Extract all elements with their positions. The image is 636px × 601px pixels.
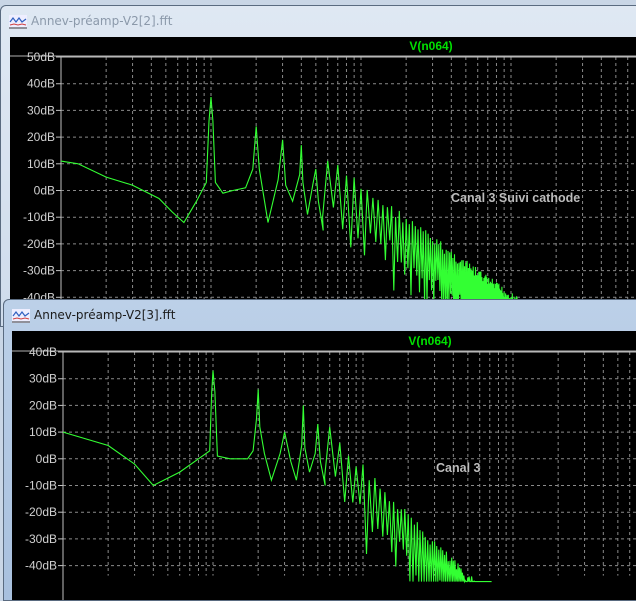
- fft-window-top[interactable]: Annev-préamp-V2[2].fft V(n064) 50dB 40dB 30…: [0, 5, 636, 327]
- trace-name-label[interactable]: V(n064): [409, 39, 452, 53]
- y-tick-label: -20dB: [25, 505, 57, 519]
- plot-annotation: Canal 3: [436, 461, 481, 475]
- fft-plot[interactable]: V(n064) 50dB 40dB 30dB 20dB 10dB 0dB -10dB -20dB…: [10, 37, 636, 327]
- y-tick-label: -30dB: [23, 264, 55, 278]
- y-tick-label: 0dB: [34, 184, 55, 198]
- y-tick-label: 0dB: [36, 452, 57, 466]
- title-bar[interactable]: Annev-préamp-V2[3].fft: [4, 300, 636, 330]
- waveform-app-icon: [12, 309, 30, 323]
- y-tick-label: -20dB: [23, 237, 55, 251]
- y-tick-label: 20dB: [27, 130, 55, 144]
- y-tick-label: 50dB: [27, 50, 55, 64]
- y-tick-label: -40dB: [25, 559, 57, 573]
- y-tick-label: 30dB: [27, 103, 55, 117]
- y-tick-label: 10dB: [29, 425, 57, 439]
- y-tick-label: -10dB: [25, 479, 57, 493]
- y-tick-label: 10dB: [27, 157, 55, 171]
- y-tick-label: 30dB: [29, 372, 57, 386]
- trace-name-label[interactable]: V(n064): [408, 334, 451, 348]
- fft-plot-svg[interactable]: V(n064) 50dB 40dB 30dB 20dB 10dB 0dB -10dB -20dB…: [10, 37, 636, 327]
- window-title: Annev-préamp-V2[2].fft: [31, 14, 173, 28]
- y-tick-label: -30dB: [25, 532, 57, 546]
- fft-window-bottom[interactable]: Annev-préamp-V2[3].fft V(n064) 40dB 30dB 20…: [3, 299, 636, 601]
- fft-plot[interactable]: V(n064) 40dB 30dB 20dB 10dB 0dB -10dB -20dB -30d…: [12, 331, 636, 601]
- window-title: Annev-préamp-V2[3].fft: [34, 308, 176, 322]
- y-tick-label: 40dB: [27, 77, 55, 91]
- y-tick-label: 40dB: [29, 345, 57, 359]
- plot-annotation: Canal 3 Suivi cathode: [451, 191, 580, 205]
- waveform-app-icon: [9, 15, 27, 29]
- fft-plot-svg[interactable]: V(n064) 40dB 30dB 20dB 10dB 0dB -10dB -20dB -30d…: [12, 331, 636, 601]
- y-tick-label: 20dB: [29, 398, 57, 412]
- fft-trace-v-n064: [62, 370, 492, 584]
- y-tick-label: -10dB: [23, 210, 55, 224]
- title-bar[interactable]: Annev-préamp-V2[2].fft: [1, 6, 636, 36]
